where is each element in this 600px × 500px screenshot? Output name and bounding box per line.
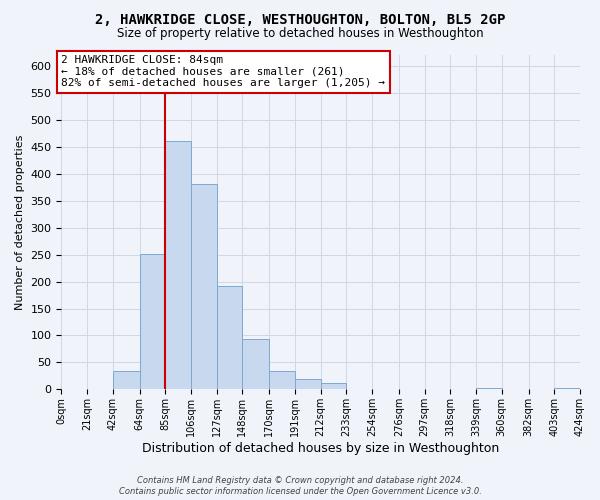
Bar	[217, 286, 242, 390]
Bar	[476, 388, 502, 390]
Bar	[242, 340, 269, 390]
Bar	[554, 388, 580, 390]
Bar	[191, 184, 217, 390]
Bar	[140, 254, 166, 390]
Text: Contains HM Land Registry data © Crown copyright and database right 2024.
Contai: Contains HM Land Registry data © Crown c…	[119, 476, 481, 496]
X-axis label: Distribution of detached houses by size in Westhoughton: Distribution of detached houses by size …	[142, 442, 499, 455]
Bar	[321, 383, 346, 390]
Bar	[295, 378, 321, 390]
Bar	[113, 370, 140, 390]
Bar	[166, 142, 191, 390]
Y-axis label: Number of detached properties: Number of detached properties	[15, 134, 25, 310]
Bar	[269, 370, 295, 390]
Text: 2, HAWKRIDGE CLOSE, WESTHOUGHTON, BOLTON, BL5 2GP: 2, HAWKRIDGE CLOSE, WESTHOUGHTON, BOLTON…	[95, 12, 505, 26]
Text: 2 HAWKRIDGE CLOSE: 84sqm
← 18% of detached houses are smaller (261)
82% of semi-: 2 HAWKRIDGE CLOSE: 84sqm ← 18% of detach…	[61, 55, 385, 88]
Text: Size of property relative to detached houses in Westhoughton: Size of property relative to detached ho…	[116, 28, 484, 40]
